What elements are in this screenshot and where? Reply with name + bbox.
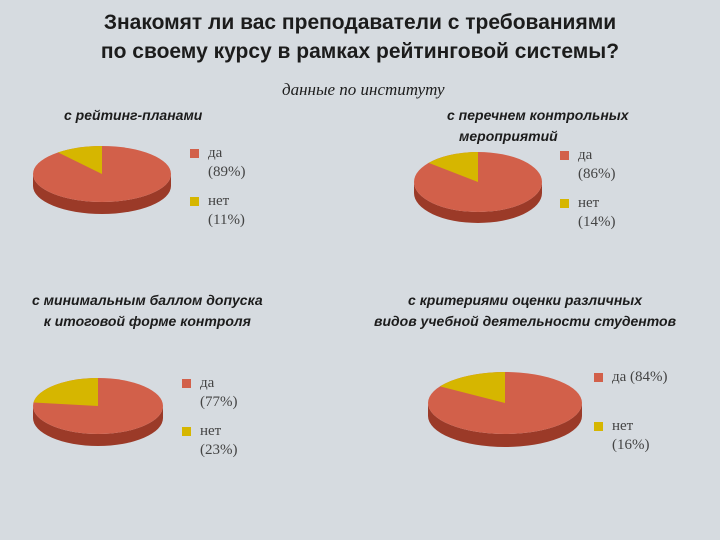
chart-4-legend-yes: да (84%)	[594, 368, 668, 387]
chart-2-title-line-2: мероприятий	[459, 128, 558, 144]
chart-2-legend-yes: да (86%)	[560, 146, 616, 184]
chart-2-legend-no-swatch	[560, 199, 569, 208]
chart-4-legend-no: нет (16%)	[594, 417, 668, 455]
chart-4-legend-yes-label: да	[612, 369, 627, 385]
chart-2-legend-yes-swatch	[560, 151, 569, 160]
page-title: Знакомят ли вас преподаватели с требован…	[0, 8, 720, 66]
chart-4-pie-side	[428, 403, 582, 447]
chart-1-legend-no-swatch	[190, 197, 199, 206]
chart-4-pie	[428, 372, 582, 447]
chart-3-legend-no-swatch	[182, 427, 191, 436]
chart-4-title: с критериями оценки различных видов учеб…	[374, 290, 676, 332]
chart-4-legend-yes-swatch	[594, 373, 603, 382]
chart-3-legend-yes: да (77%)	[182, 374, 238, 412]
chart-1-legend-no-value: (11%)	[208, 212, 245, 228]
chart-2-legend: да (86%) нет (14%)	[560, 146, 616, 232]
chart-1-legend-no: нет (11%)	[190, 192, 246, 230]
chart-2-legend-yes-label: да	[578, 147, 593, 163]
chart-2-legend-yes-value: (86%)	[578, 166, 616, 182]
chart-1-legend-yes-value: (89%)	[208, 164, 246, 180]
chart-4-title-line-2: видов учебной деятельности студентов	[374, 313, 677, 329]
chart-1-legend-no-label: нет	[208, 193, 230, 209]
chart-2-legend-no-value: (14%)	[578, 214, 616, 230]
page-title-line-2: по своему курсу в рамках рейтинговой сис…	[100, 40, 620, 63]
chart-2-title: с перечнем контрольных мероприятий	[447, 105, 629, 147]
chart-1-pie-side	[33, 174, 171, 214]
chart-4-legend-no-swatch	[594, 422, 603, 431]
page-title-line-1: Знакомят ли вас преподаватели с требован…	[103, 11, 617, 34]
chart-1-slice-no	[58, 146, 102, 174]
chart-4-title-line-1: с критериями оценки различных	[408, 292, 643, 308]
chart-3-legend-yes-label: да	[200, 375, 215, 391]
chart-3-pie	[33, 378, 163, 446]
chart-2-slice-no	[428, 152, 478, 182]
page-subtitle: данные по институту	[282, 80, 445, 99]
chart-3-legend-yes-swatch	[182, 379, 191, 388]
chart-4-legend-yes-value: (84%)	[630, 369, 668, 385]
chart-3-legend: да (77%) нет (23%)	[182, 374, 238, 460]
chart-2-legend-no: нет (14%)	[560, 194, 616, 232]
chart-3-legend-no-label: нет	[200, 423, 222, 439]
chart-4-legend-no-label: нет	[612, 418, 634, 434]
chart-3-title-line-1: с минимальным баллом допуска	[32, 292, 263, 308]
chart-2-pie-side	[414, 182, 542, 223]
chart-1-legend-yes: да (89%)	[190, 144, 246, 182]
chart-3-legend-no: нет (23%)	[182, 422, 238, 460]
chart-4-legend-no-value: (16%)	[612, 437, 650, 453]
chart-1-pie	[33, 146, 171, 214]
chart-1-title: с рейтинг-планами	[64, 105, 202, 126]
chart-3-legend-no-value: (23%)	[200, 442, 238, 458]
chart-4-legend: да (84%) нет (16%)	[594, 368, 668, 455]
chart-2-pie	[414, 152, 542, 223]
chart-2-legend-no-label: нет	[578, 195, 600, 211]
chart-1-title-line-1: с рейтинг-планами	[64, 107, 203, 123]
chart-3-title-line-2: к итоговой форме контроля	[43, 313, 251, 329]
chart-2-title-line-1: с перечнем контрольных	[447, 107, 629, 123]
chart-3-legend-yes-value: (77%)	[200, 394, 238, 410]
chart-1-legend: да (89%) нет (11%)	[190, 144, 246, 230]
chart-1-legend-yes-label: да	[208, 145, 223, 161]
chart-3-slice-no	[33, 378, 98, 406]
chart-1-legend-yes-swatch	[190, 149, 199, 158]
chart-4-slice-no	[439, 372, 505, 403]
chart-3-pie-side	[33, 406, 163, 446]
chart-3-title: с минимальным баллом допуска к итоговой …	[32, 290, 263, 332]
